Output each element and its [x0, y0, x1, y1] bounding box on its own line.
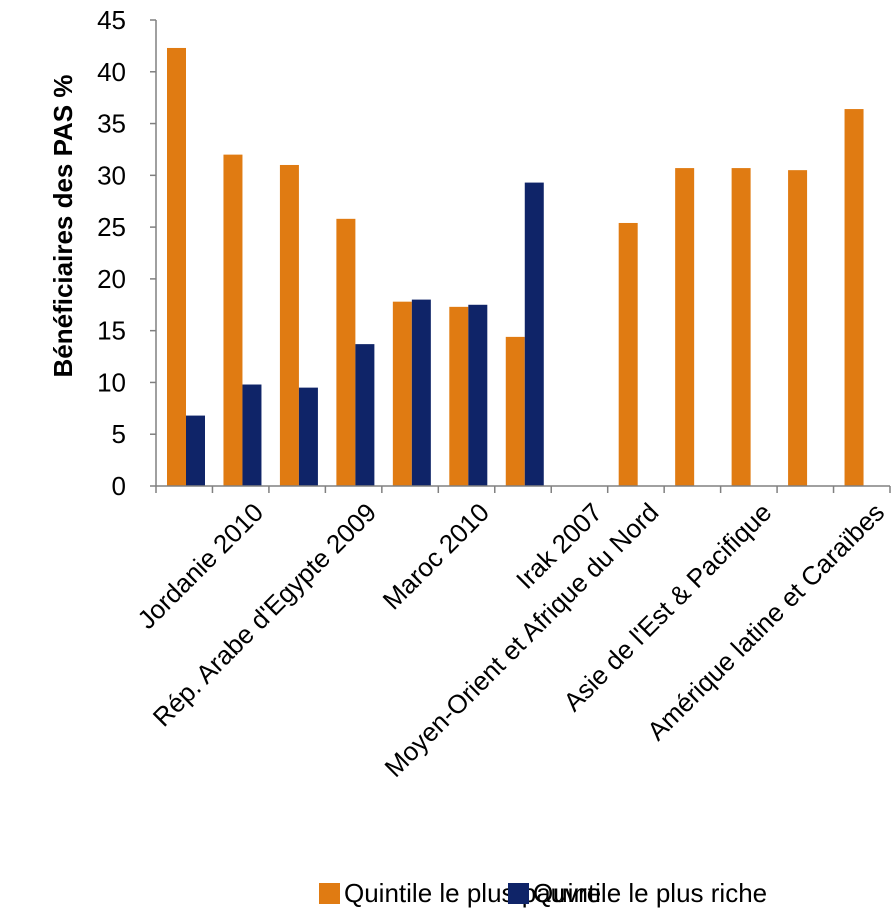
y-tick-label-35: 35	[97, 109, 126, 139]
bar-poor-8	[618, 222, 638, 487]
legend: Quintile le plus pauvre Quintile le plus…	[0, 878, 892, 918]
bar-rich-1	[242, 384, 262, 486]
y-tick-label-25: 25	[97, 212, 126, 242]
y-tick-label-30: 30	[97, 160, 126, 190]
bar-poor-11	[788, 170, 808, 486]
bar-poor-4	[392, 301, 412, 486]
legend-swatch-poor	[319, 883, 340, 904]
bar-rich-4	[411, 299, 431, 486]
bar-rich-3	[355, 344, 375, 486]
legend-label-poor: Quintile le plus pauvre	[344, 878, 602, 908]
bar-rich-5	[468, 304, 488, 486]
bar-poor-6	[505, 336, 525, 486]
bar-poor-5	[449, 306, 469, 486]
y-tick-label-10: 10	[97, 367, 126, 397]
legend-item-rich: Quintile le plus riche	[508, 878, 767, 909]
bars-layer	[167, 47, 864, 487]
y-tick-label-0: 0	[112, 471, 126, 501]
bar-rich-0	[186, 415, 205, 486]
bar-rich-6	[524, 182, 544, 487]
y-axis-label: Bénéficiaires des PAS %	[48, 75, 78, 378]
y-tick-label-20: 20	[97, 264, 126, 294]
bar-rich-2	[298, 387, 318, 486]
category-label-1: Rép. Arabe d'Egypte 2009	[147, 497, 382, 732]
legend-label-rich: Quintile le plus riche	[533, 878, 768, 908]
bar-poor-9	[675, 168, 695, 486]
bar-poor-1	[223, 154, 243, 486]
bar-poor-12	[844, 109, 864, 487]
bar-poor-2	[279, 164, 299, 486]
legend-item-poor: Quintile le plus pauvre	[319, 878, 601, 909]
y-tick-label-15: 15	[97, 316, 126, 346]
y-tick-label-5: 5	[112, 419, 126, 449]
bar-poor-3	[336, 218, 356, 486]
bar-poor-0	[167, 47, 186, 487]
y-tick-label-40: 40	[97, 57, 126, 87]
category-label-2: Maroc 2010	[377, 497, 495, 615]
category-label-6: Amérique latine et Caraïbes	[641, 497, 890, 746]
bar-poor-10	[731, 168, 751, 486]
y-tick-label-45: 45	[97, 5, 126, 35]
legend-swatch-rich	[508, 883, 529, 904]
